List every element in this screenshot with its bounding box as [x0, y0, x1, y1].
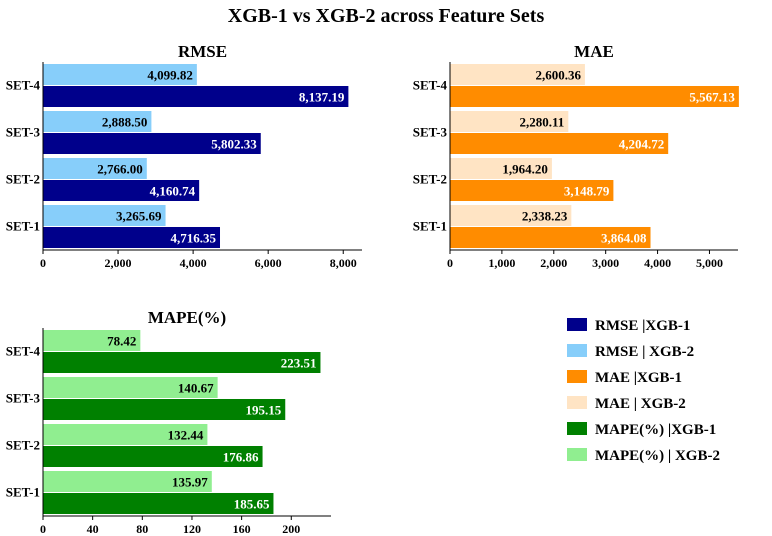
- chart-mape: MAPE(%) 135.97 185.65 SET-1 132.44 176.86 SET-…: [6, 308, 331, 536]
- x-tick-label: 120: [183, 522, 201, 536]
- data-label: 1,964.20: [502, 162, 548, 177]
- data-label: 2,766.00: [97, 162, 143, 177]
- data-label: 132.44: [168, 428, 204, 443]
- legend: RMSE |XGB-1 RMSE | XGB-2 MAE |XGB-1 MAE | X…: [567, 318, 720, 464]
- legend-label: MAPE(%) | XGB-2: [595, 448, 720, 464]
- data-label: 3,265.69: [116, 209, 162, 224]
- category-label: SET-2: [6, 172, 40, 187]
- legend-swatch-rmse-xgb-1: [567, 318, 587, 331]
- bar-mae-xgb-2-set-1: [450, 205, 572, 226]
- x-tick-label: 200: [282, 522, 300, 536]
- x-tick-label: 2,000: [105, 256, 132, 270]
- x-tick-label: 80: [136, 522, 148, 536]
- charts: RMSE 3,265.69 4,716.35 SET-1 2,766.00 4,160.7…: [6, 42, 739, 536]
- bar-rmse-xgb-2-set-4: [43, 64, 197, 85]
- legend-label: MAE | XGB-2: [595, 396, 686, 412]
- legend-swatch-mae-xgb-1: [567, 370, 587, 383]
- legend-label: MAE |XGB-1: [595, 370, 682, 386]
- bar-rmse-xgb-1-set-3: [43, 133, 261, 154]
- bar-mae-xgb-2-set-3: [450, 111, 569, 132]
- data-label: 4,099.82: [147, 68, 193, 83]
- legend-swatch-mape-xgb-2: [567, 448, 587, 461]
- chart-rmse: RMSE 3,265.69 4,716.35 SET-1 2,766.00 4,160.7…: [6, 42, 362, 270]
- legend-label: MAPE(%) |XGB-1: [595, 422, 716, 438]
- chart-title: MAPE(%): [148, 308, 226, 327]
- data-label: 2,338.23: [522, 209, 568, 224]
- legend-label: RMSE | XGB-2: [595, 344, 694, 360]
- bar-rmse-xgb-1-set-1: [43, 227, 221, 248]
- data-label: 4,204.72: [619, 137, 665, 152]
- category-label: SET-4: [413, 78, 448, 93]
- bar-rmse-xgb-2-set-3: [43, 111, 152, 132]
- data-label: 135.97: [172, 475, 208, 490]
- data-label: 3,148.79: [564, 184, 610, 199]
- category-label: SET-1: [413, 219, 447, 234]
- data-label: 140.67: [178, 381, 214, 396]
- data-label: 2,600.36: [535, 68, 581, 83]
- x-tick-label: 160: [233, 522, 251, 536]
- bar-rmse-xgb-2-set-1: [43, 205, 166, 226]
- bar-mape-xgb-2-set-4: [43, 330, 141, 351]
- bar-mae-xgb-1-set-4: [450, 86, 739, 107]
- bar-mae-xgb-1-set-3: [450, 133, 669, 154]
- bar-rmse-xgb-1-set-4: [43, 86, 349, 107]
- bar-mape-xgb-1-set-3: [43, 399, 286, 420]
- category-label: SET-4: [6, 78, 41, 93]
- bar-rmse-xgb-1-set-2: [43, 180, 200, 201]
- bar-mape-xgb-1-set-4: [43, 352, 321, 373]
- x-tick-label: 40: [87, 522, 99, 536]
- x-tick-label: 4,000: [644, 256, 671, 270]
- legend-label: RMSE |XGB-1: [595, 318, 690, 334]
- data-label: 78.42: [107, 334, 136, 349]
- x-tick-label: 3,000: [592, 256, 619, 270]
- chart-title: MAE: [574, 42, 614, 61]
- category-label: SET-3: [6, 391, 41, 406]
- legend-swatch-rmse-xgb-2: [567, 344, 587, 357]
- category-label: SET-4: [6, 344, 41, 359]
- x-tick-label: 0: [40, 256, 46, 270]
- category-label: SET-3: [6, 125, 41, 140]
- data-label: 5,802.33: [211, 137, 257, 152]
- data-label: 4,160.74: [150, 184, 196, 199]
- data-label: 5,567.13: [689, 90, 735, 105]
- data-label: 176.86: [223, 450, 259, 465]
- bar-mape-xgb-1-set-1: [43, 493, 274, 514]
- data-label: 195.15: [246, 403, 282, 418]
- data-label: 8,137.19: [299, 90, 345, 105]
- x-tick-label: 0: [447, 256, 453, 270]
- bar-mape-xgb-1-set-2: [43, 446, 263, 467]
- category-label: SET-2: [6, 438, 40, 453]
- bar-mae-xgb-1-set-2: [450, 180, 614, 201]
- x-tick-label: 5,000: [696, 256, 723, 270]
- chart-mae: MAE 2,338.23 3,864.08 SET-1 1,964.20 3,148.79…: [413, 42, 739, 270]
- figure-title: XGB-1 vs XGB-2 across Feature Sets: [228, 5, 545, 27]
- data-label: 2,280.11: [520, 115, 565, 130]
- category-label: SET-1: [6, 485, 40, 500]
- bar-rmse-xgb-2-set-2: [43, 158, 147, 179]
- x-tick-label: 4,000: [180, 256, 207, 270]
- data-label: 4,716.35: [171, 231, 217, 246]
- category-label: SET-1: [6, 219, 40, 234]
- x-tick-label: 8,000: [330, 256, 357, 270]
- data-label: 185.65: [234, 497, 270, 512]
- bar-mape-xgb-2-set-2: [43, 424, 208, 445]
- x-tick-label: 0: [40, 522, 46, 536]
- chart-title: RMSE: [178, 42, 227, 61]
- data-label: 223.51: [281, 356, 317, 371]
- legend-swatch-mape-xgb-1: [567, 422, 587, 435]
- category-label: SET-3: [413, 125, 448, 140]
- x-tick-label: 6,000: [255, 256, 282, 270]
- legend-swatch-mae-xgb-2: [567, 396, 587, 409]
- x-tick-label: 1,000: [488, 256, 515, 270]
- category-label: SET-2: [413, 172, 447, 187]
- x-tick-label: 2,000: [540, 256, 567, 270]
- bar-mape-xgb-2-set-1: [43, 471, 212, 492]
- data-label: 2,888.50: [102, 115, 148, 130]
- bar-mae-xgb-2-set-4: [450, 64, 585, 85]
- bar-mape-xgb-2-set-3: [43, 377, 218, 398]
- bar-mae-xgb-2-set-2: [450, 158, 552, 179]
- data-label: 3,864.08: [601, 231, 647, 246]
- bar-mae-xgb-1-set-1: [450, 227, 651, 248]
